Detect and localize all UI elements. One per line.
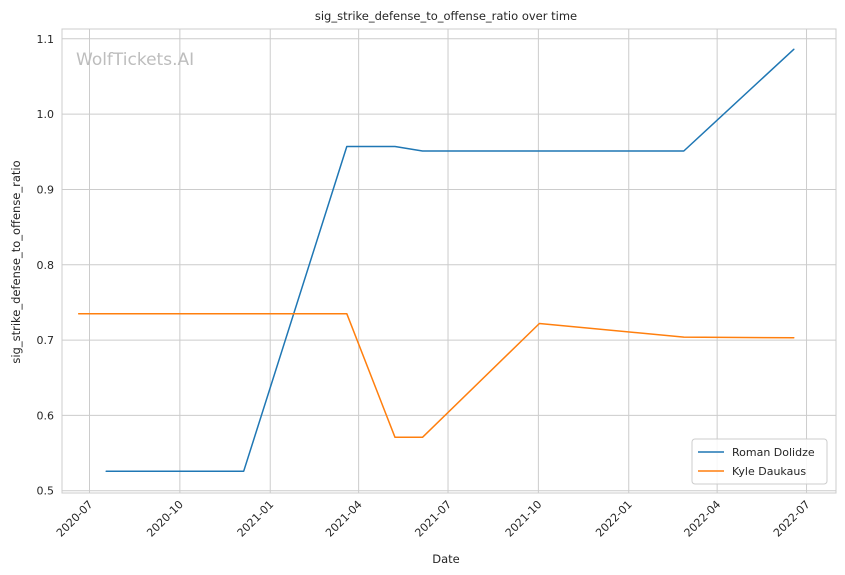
plot-background [62,29,836,493]
y-tick-label: 0.7 [37,334,55,347]
y-tick-label: 0.6 [37,409,55,422]
horizontal-gridlines [62,38,836,492]
legend-box [691,438,828,485]
x-axis-label: Date [432,552,460,566]
series-lines [77,48,795,472]
y-tick-label: 1.1 [37,33,55,46]
y-tick-label: 0.9 [37,183,55,196]
series-line-roman-dolidze [105,48,795,472]
chart-title: sig_strike_defense_to_offense_ratio over… [315,9,577,23]
watermark: WolfTickets.AI [76,50,194,70]
series-line-kyle-daukaus [77,312,795,439]
y-tick-label: 0.8 [37,259,55,272]
plot-area [61,28,837,494]
y-tick-label: 0.5 [37,485,55,498]
legend-label-kyle-daukaus: Kyle Daukaus [732,465,806,478]
legend-label-roman-dolidze: Roman Dolidze [732,446,815,459]
y-tick-label: 1.0 [37,108,55,121]
y-axis-ticks: 0.5 0.6 0.7 0.8 0.9 1.0 1.1 [37,33,55,498]
y-axis-label: sig_strike_defense_to_offense_ratio [9,160,23,363]
plot-frame [61,28,837,494]
legend: Roman Dolidze Kyle Daukaus [691,438,828,485]
